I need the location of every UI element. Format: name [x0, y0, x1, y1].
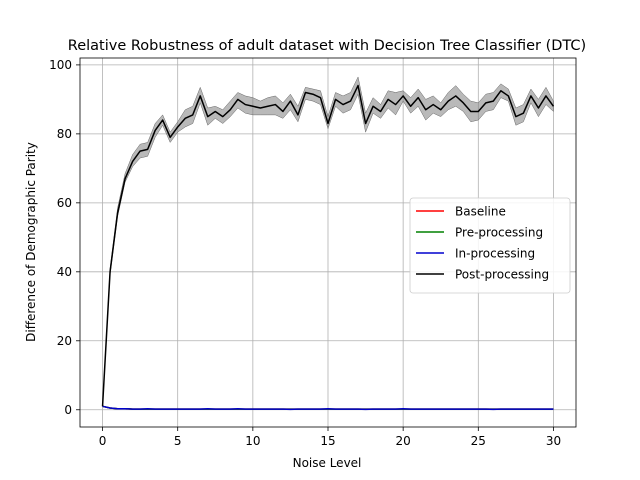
band-post-processing [102, 76, 554, 407]
confidence-band [102, 76, 554, 407]
x-tick-label: 10 [245, 434, 260, 448]
y-tick-label: 20 [57, 334, 72, 348]
series-line-post-processing [101, 84, 555, 407]
legend-label-post-processing: Post-processing [455, 268, 549, 282]
x-tick-label: 15 [320, 434, 335, 448]
x-tick-label: 30 [546, 434, 561, 448]
y-tick-label: 80 [57, 127, 72, 141]
legend-label-baseline: Baseline [455, 205, 506, 219]
axis-ticks: 0 5 10 15 20 25 30 0 20 40 60 80 100 [49, 58, 561, 448]
x-tick-label: 20 [396, 434, 411, 448]
legend: Baseline Pre-processing In-processing Post-… [409, 197, 571, 294]
y-tick-label: 100 [49, 58, 72, 72]
x-axis-label: Noise Level [293, 456, 362, 470]
y-axis-label: Difference of Demographic Parity [24, 142, 38, 342]
x-tick-label: 0 [99, 434, 107, 448]
y-tick-label: 40 [57, 265, 72, 279]
series-lines [101, 84, 555, 411]
x-tick-label: 5 [174, 434, 182, 448]
series-line-in-processing [102, 405, 554, 411]
chart-title: Relative Robustness of adult dataset wit… [68, 38, 586, 54]
x-tick-label: 25 [471, 434, 486, 448]
y-tick-label: 60 [57, 196, 72, 210]
y-tick-label: 0 [64, 403, 72, 417]
legend-label-in-processing: In-processing [455, 247, 535, 261]
legend-label-pre-processing: Pre-processing [455, 226, 543, 240]
legend-box [409, 197, 571, 294]
